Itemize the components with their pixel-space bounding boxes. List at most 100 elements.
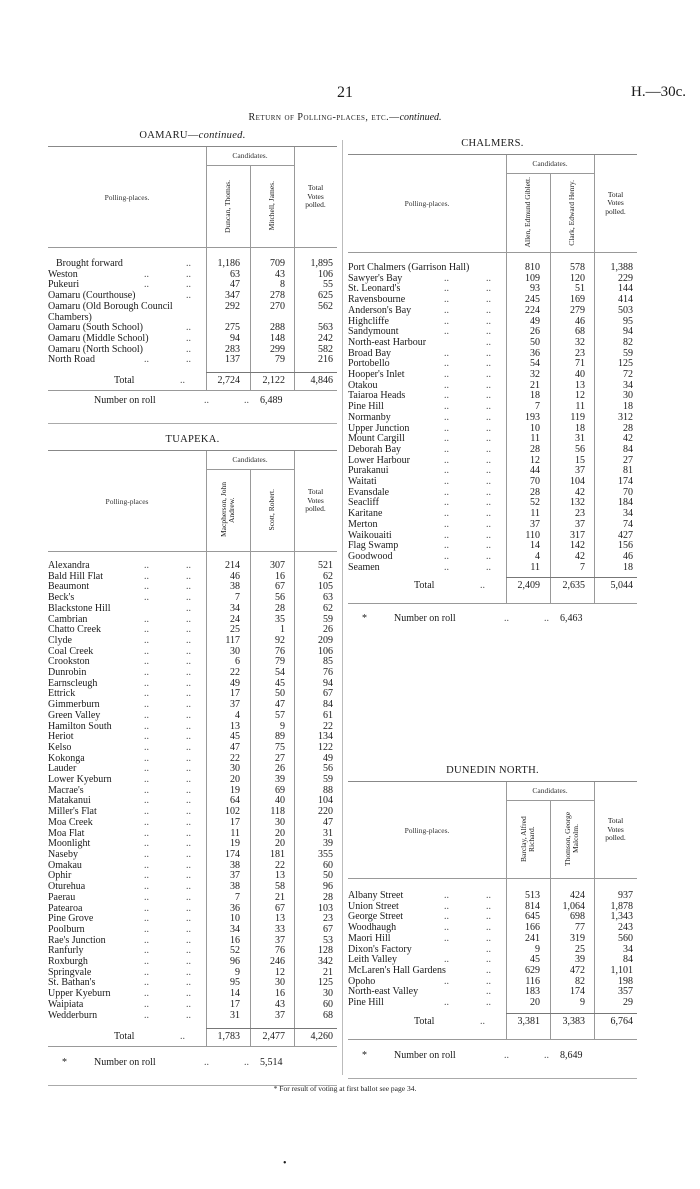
table-row: Brought forward.. 1,186 709 1,895	[48, 258, 337, 270]
candidate-votes-cell: 116	[525, 975, 540, 987]
table-row: Seacliff.... 52 132 184	[348, 498, 637, 509]
candidate-votes-cell: 79	[275, 354, 285, 366]
table-row: Hooper's Inlet.... 32 40 72	[348, 369, 637, 381]
candidate-votes-cell: 37	[230, 870, 240, 882]
candidate-votes-cell: 16	[275, 570, 285, 582]
total-votes-cell: 427	[618, 529, 633, 541]
leader-dots: ..	[186, 581, 191, 593]
leader-dots: ..	[486, 433, 491, 445]
candidate-votes-cell: 12	[275, 966, 285, 978]
candidate-votes-cell: 13	[575, 379, 585, 391]
polling-place-name: Wedderburn	[48, 1009, 98, 1021]
leader-dots: ..	[144, 988, 149, 1000]
candidate-votes-cell: 19	[230, 784, 240, 796]
leader-dots: ..	[486, 454, 491, 466]
candidate-votes-cell: 22	[230, 667, 240, 679]
leader-dots: ..	[486, 954, 491, 966]
candidate-votes-cell: 16	[275, 988, 285, 1000]
leader-dots: ..	[444, 476, 449, 488]
column-rule	[294, 451, 295, 1047]
leader-dots: ..	[444, 497, 449, 509]
polling-place-name: Waitati	[348, 476, 377, 488]
table-row: Upper Junction.... 10 18 28	[348, 422, 637, 435]
table-body: Alexandra.... 214 307 521 Bald Hill Flat....…	[48, 552, 337, 1021]
candidate-votes-cell: 89	[275, 731, 285, 743]
total-votes-cell: 59	[623, 347, 633, 359]
polling-place-name: Pine Hill	[348, 997, 384, 1009]
polling-place-name: Bald Hill Flat	[48, 570, 103, 582]
table-row: Naseby.... 174 181 355	[48, 848, 337, 861]
total-value: 5,044	[610, 580, 634, 592]
leader-dots: ..	[504, 1049, 509, 1061]
candidate-votes-cell: 20	[275, 827, 285, 839]
total-votes-cell: 220	[318, 806, 333, 818]
table-row: Leith Valley.... 45 39 84	[348, 955, 637, 966]
polling-place-name: Seamen	[348, 561, 380, 573]
candidate-votes-cell: 472	[570, 964, 585, 976]
leader-dots: ..	[444, 465, 449, 477]
leader-dots: ..	[186, 613, 191, 625]
leader-dots: ..	[186, 774, 191, 786]
candidate-votes-cell: 96	[230, 956, 240, 968]
candidate-votes-cell: 279	[570, 304, 585, 316]
candidate-votes-cell: 183	[525, 986, 540, 998]
table-row: Waitati.... 70 104 174	[348, 476, 637, 488]
candidate-votes-cell: 14	[230, 988, 240, 1000]
polling-place-name: Ranfurly	[48, 945, 84, 957]
table-header: Polling-places. Candidates. Barclay, Alfre…	[348, 782, 637, 879]
leader-dots: ..	[186, 592, 191, 604]
candidate-votes-cell: 25	[230, 624, 240, 636]
candidate-votes-cell: 52	[530, 497, 540, 509]
leader-dots: ..	[186, 902, 191, 914]
leader-dots: ..	[186, 1009, 191, 1021]
leader-dots: ..	[186, 848, 191, 860]
polling-place-name: McLaren's Hall Gardens	[348, 964, 446, 976]
total-votes-cell: 125	[318, 977, 333, 989]
polling-place-name: Weston	[48, 268, 78, 280]
polling-place-name: North-east Harbour	[348, 336, 427, 348]
polling-place-name: Anderson's Bay	[348, 304, 412, 316]
running-title-main: Return of Polling-places, etc.—	[248, 112, 400, 123]
table-row: Otakou.... 21 13 34	[348, 379, 637, 392]
leader-dots: ..	[486, 943, 491, 955]
total-votes-cell: 174	[618, 476, 633, 488]
candidate-name-header: Thomson, George Malcolm.	[550, 804, 594, 874]
table-row: Union Street.... 814 1,064 1,878	[348, 901, 637, 913]
candidate-votes-cell: 13	[230, 720, 240, 732]
leader-dots: ..	[486, 932, 491, 944]
total-votes-cell: 342	[318, 956, 333, 968]
table-row: Ranfurly.... 52 76 128	[48, 946, 337, 957]
table-row: Woodhaugh.... 166 77 243	[348, 922, 637, 934]
candidate-votes-cell: 92	[275, 634, 285, 646]
candidate-votes-cell: 34	[230, 602, 240, 614]
leader-dots: ..	[486, 304, 491, 316]
leader-dots: ..	[186, 752, 191, 764]
candidate-votes-cell: 49	[230, 677, 240, 689]
candidate-votes-cell: 45	[530, 954, 540, 966]
polling-place-name: Waikouaiti	[348, 529, 392, 541]
candidate-votes-cell: 17	[230, 688, 240, 700]
section-tuapeka: TUAPEKA. Polling-places Candidates. Macpher…	[48, 432, 337, 1087]
section-title: CHALMERS.	[348, 136, 637, 154]
total-row: Total.. 1,783 2,477 4,260	[48, 1028, 337, 1046]
leader-dots: ..	[444, 518, 449, 530]
leader-dots: ..	[144, 806, 149, 818]
candidate-votes-cell: 7	[235, 592, 240, 604]
polling-place-name: Upper Junction	[348, 422, 410, 434]
leader-dots: ..	[486, 476, 491, 488]
leader-dots: ..	[444, 326, 449, 338]
total-votes-cell: 46	[623, 550, 633, 562]
results-table: Polling-places. Candidates. Barclay, Alfre…	[348, 781, 637, 1040]
candidate-votes-cell: 70	[530, 476, 540, 488]
candidate-votes-cell: 16	[230, 934, 240, 946]
polling-place-name: Dunrobin	[48, 667, 87, 679]
leader-dots: ..	[486, 465, 491, 477]
leader-dots: ..	[444, 347, 449, 359]
total-votes-cell: 84	[623, 954, 633, 966]
candidate-name-header: Macpherson, John Andrew.	[206, 473, 250, 547]
candidate-name: Macpherson, John Andrew.	[219, 482, 236, 538]
candidate-votes-cell: 102	[225, 806, 240, 818]
leader-dots: ..	[144, 656, 149, 668]
candidate-votes-cell: 283	[225, 343, 240, 355]
number-on-roll: * Number on roll.... 8,649	[348, 1046, 637, 1066]
